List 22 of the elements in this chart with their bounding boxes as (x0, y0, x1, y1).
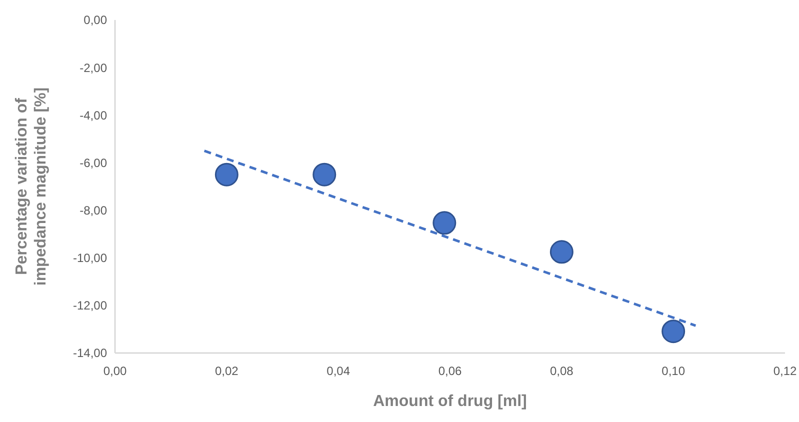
x-tick-label: 0,10 (662, 364, 686, 378)
y-tick-label: -8,00 (80, 203, 108, 218)
y-tick-label: -10,00 (72, 251, 108, 266)
point (550, 240, 574, 264)
x-tick-label: 0,08 (550, 364, 574, 378)
y-tick-label: -2,00 (80, 60, 108, 75)
point (214, 162, 238, 186)
x-tick-label: 0,12 (773, 364, 797, 378)
x-tick-label: 0,00 (103, 364, 127, 378)
y-tick-label: -6,00 (80, 156, 108, 170)
point (432, 211, 456, 235)
y-tick-label: -4,00 (80, 108, 108, 122)
x-tick-label: 0,06 (438, 364, 462, 378)
x-tick-label: 0,02 (214, 364, 239, 378)
y-tick-label: -12,00 (72, 298, 108, 313)
x-tick-label: 0,04 (326, 364, 350, 378)
y-tick-label: 0,00 (84, 13, 108, 28)
point (312, 162, 336, 186)
point (662, 320, 686, 344)
y-axis-title: Percentage variation of impedance magnitude [%] (13, 87, 50, 286)
x-axis-title: Amount of drug [ml] (373, 393, 527, 410)
y-tick-label: -14,00 (72, 346, 108, 360)
